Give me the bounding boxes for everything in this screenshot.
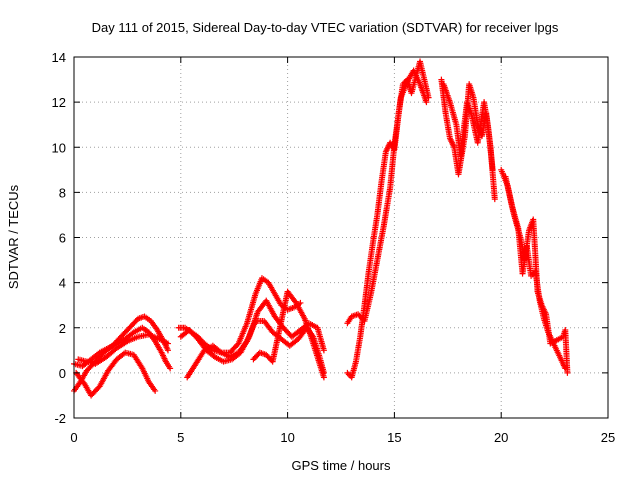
y-tick-label: 4 [59, 276, 66, 291]
x-tick-label: 25 [601, 430, 615, 445]
data-point [491, 196, 498, 203]
y-tick-label: 6 [59, 231, 66, 246]
data-point [320, 374, 327, 381]
data-point [489, 166, 496, 173]
x-tick-label: 0 [70, 430, 77, 445]
y-tick-label: 0 [59, 366, 66, 381]
x-tick-label: 5 [177, 430, 184, 445]
data-point [562, 365, 569, 372]
y-tick-label: 12 [52, 95, 66, 110]
series-arc-i [344, 58, 432, 381]
y-tick-label: 8 [59, 185, 66, 200]
series-arc-h [250, 288, 327, 381]
data-point [164, 340, 171, 347]
data-points [71, 58, 571, 399]
data-point [320, 347, 327, 354]
series-arc-c [73, 349, 159, 399]
data-point [564, 369, 571, 376]
y-axis-label: SDTVAR / TECUs [6, 184, 21, 289]
x-tick-label: 20 [494, 430, 508, 445]
series-arc-d [75, 331, 171, 367]
y-tick-label: 10 [52, 140, 66, 155]
data-point [152, 387, 159, 394]
data-point [167, 365, 174, 372]
series-arc-n [502, 173, 569, 372]
data-point [164, 347, 171, 354]
y-tick-label: -2 [54, 411, 66, 426]
x-tick-label: 15 [387, 430, 401, 445]
chart-title: Day 111 of 2015, Sidereal Day-to-day VTE… [92, 20, 559, 35]
series-arc-j [344, 67, 430, 327]
axis-ticks: 0 5 10 15 20 25 -2 0 2 4 6 8 10 12 14 [52, 50, 616, 445]
x-tick-label: 10 [280, 430, 294, 445]
y-tick-label: 14 [52, 50, 66, 65]
x-axis-label: GPS time / hours [292, 458, 391, 473]
data-point [423, 99, 430, 106]
series-arc-b [71, 324, 174, 372]
series-arc-l [440, 81, 496, 173]
y-tick-label: 2 [59, 321, 66, 336]
